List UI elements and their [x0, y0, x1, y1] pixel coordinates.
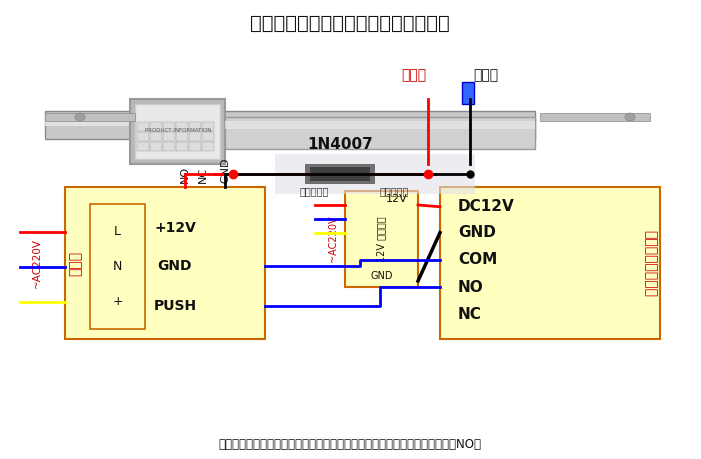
Text: L: L — [114, 225, 121, 238]
Text: +: + — [112, 295, 123, 308]
Text: GND: GND — [158, 259, 192, 273]
Text: PRODUCT INFORMATION: PRODUCT INFORMATION — [145, 129, 211, 134]
Bar — [189, 142, 201, 151]
Text: ~AC220V: ~AC220V — [32, 238, 42, 288]
Text: PUSH: PUSH — [154, 298, 196, 313]
Bar — [150, 122, 162, 131]
Bar — [45, 118, 535, 126]
Bar — [150, 142, 162, 151]
Ellipse shape — [75, 113, 85, 121]
Bar — [225, 117, 535, 149]
Text: NO: NO — [180, 166, 190, 183]
Text: 指纹门禁主机接口: 指纹门禁主机接口 — [643, 230, 657, 297]
Bar — [65, 187, 265, 339]
Bar — [90, 204, 145, 329]
Text: GND: GND — [458, 225, 496, 240]
Text: COM: COM — [458, 252, 497, 268]
Text: ~AC220V: ~AC220V — [328, 216, 338, 262]
Bar — [163, 132, 175, 141]
Bar — [45, 29, 515, 164]
Bar — [176, 142, 188, 151]
Bar — [189, 122, 201, 131]
Text: 12V: 12V — [386, 194, 407, 204]
Text: DC12V: DC12V — [458, 199, 515, 214]
Bar — [440, 187, 660, 339]
Text: 锁正极: 锁正极 — [401, 68, 426, 82]
Bar — [202, 142, 214, 151]
Text: NO: NO — [458, 280, 484, 295]
Text: 1N4007: 1N4007 — [307, 137, 373, 152]
Bar — [45, 111, 535, 139]
Bar — [130, 99, 225, 164]
Bar — [45, 113, 135, 121]
Text: 二极管正极: 二极管正极 — [380, 186, 409, 196]
Bar — [176, 132, 188, 141]
Bar — [540, 113, 650, 121]
Bar — [345, 191, 418, 287]
Bar — [310, 167, 370, 181]
Bar — [275, 154, 475, 194]
Text: GND: GND — [370, 271, 393, 281]
Text: N: N — [113, 260, 122, 273]
Text: +12V: +12V — [154, 221, 196, 235]
Bar — [137, 132, 149, 141]
Text: 二极管负极: 二极管负极 — [300, 186, 329, 196]
Bar — [189, 132, 201, 141]
Bar — [202, 122, 214, 131]
Bar — [137, 122, 149, 131]
Text: NC: NC — [458, 307, 482, 322]
Text: GND: GND — [220, 157, 230, 183]
Text: 锁负极: 锁负极 — [473, 68, 498, 82]
Bar — [305, 164, 375, 184]
Bar — [202, 132, 214, 141]
Text: 锁电源: 锁电源 — [68, 251, 82, 275]
Bar — [176, 122, 188, 131]
Text: 12V 直流电源: 12V 直流电源 — [376, 216, 386, 262]
Bar — [163, 122, 175, 131]
Bar — [150, 132, 162, 141]
Text: NC: NC — [198, 167, 208, 183]
Bar — [225, 121, 535, 129]
Bar — [135, 104, 220, 159]
Text: 通电闭合的锁连接示意图（如果是通电就打开的锁，请把锁的正极接到锁电源NO）: 通电闭合的锁连接示意图（如果是通电就打开的锁，请把锁的正极接到锁电源NO） — [219, 438, 482, 451]
Bar — [163, 142, 175, 151]
Bar — [462, 82, 474, 104]
Ellipse shape — [625, 113, 635, 121]
Bar — [137, 142, 149, 151]
Text: 门禁主机和电锁电源不共用连接示意图: 门禁主机和电锁电源不共用连接示意图 — [250, 14, 450, 33]
